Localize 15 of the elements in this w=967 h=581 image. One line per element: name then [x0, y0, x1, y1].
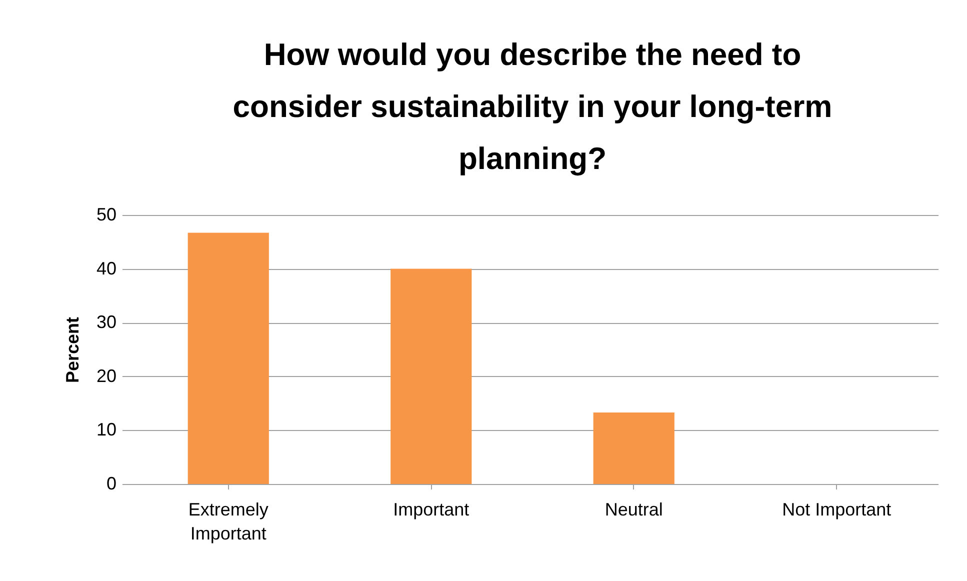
y-tick-label: 0 [106, 474, 116, 494]
bar [188, 232, 269, 484]
x-tick-label: Important [393, 500, 470, 520]
y-tick-label: 30 [96, 312, 116, 332]
y-tick-label: 20 [96, 366, 116, 386]
y-tick-label: 40 [96, 258, 116, 278]
x-tick-label: Neutral [604, 500, 663, 520]
bar [593, 412, 674, 484]
y-tick-label: 10 [96, 420, 116, 440]
y-axis-title: Percent [62, 316, 82, 384]
y-tick-label: 50 [96, 204, 116, 224]
bar [390, 268, 472, 484]
chart-title: How would you describe the need to consider sustainability in your long-term planning? [232, 37, 832, 176]
x-tick-label: Extremely Important [188, 500, 268, 544]
x-tick-label: Not Important [782, 500, 892, 520]
